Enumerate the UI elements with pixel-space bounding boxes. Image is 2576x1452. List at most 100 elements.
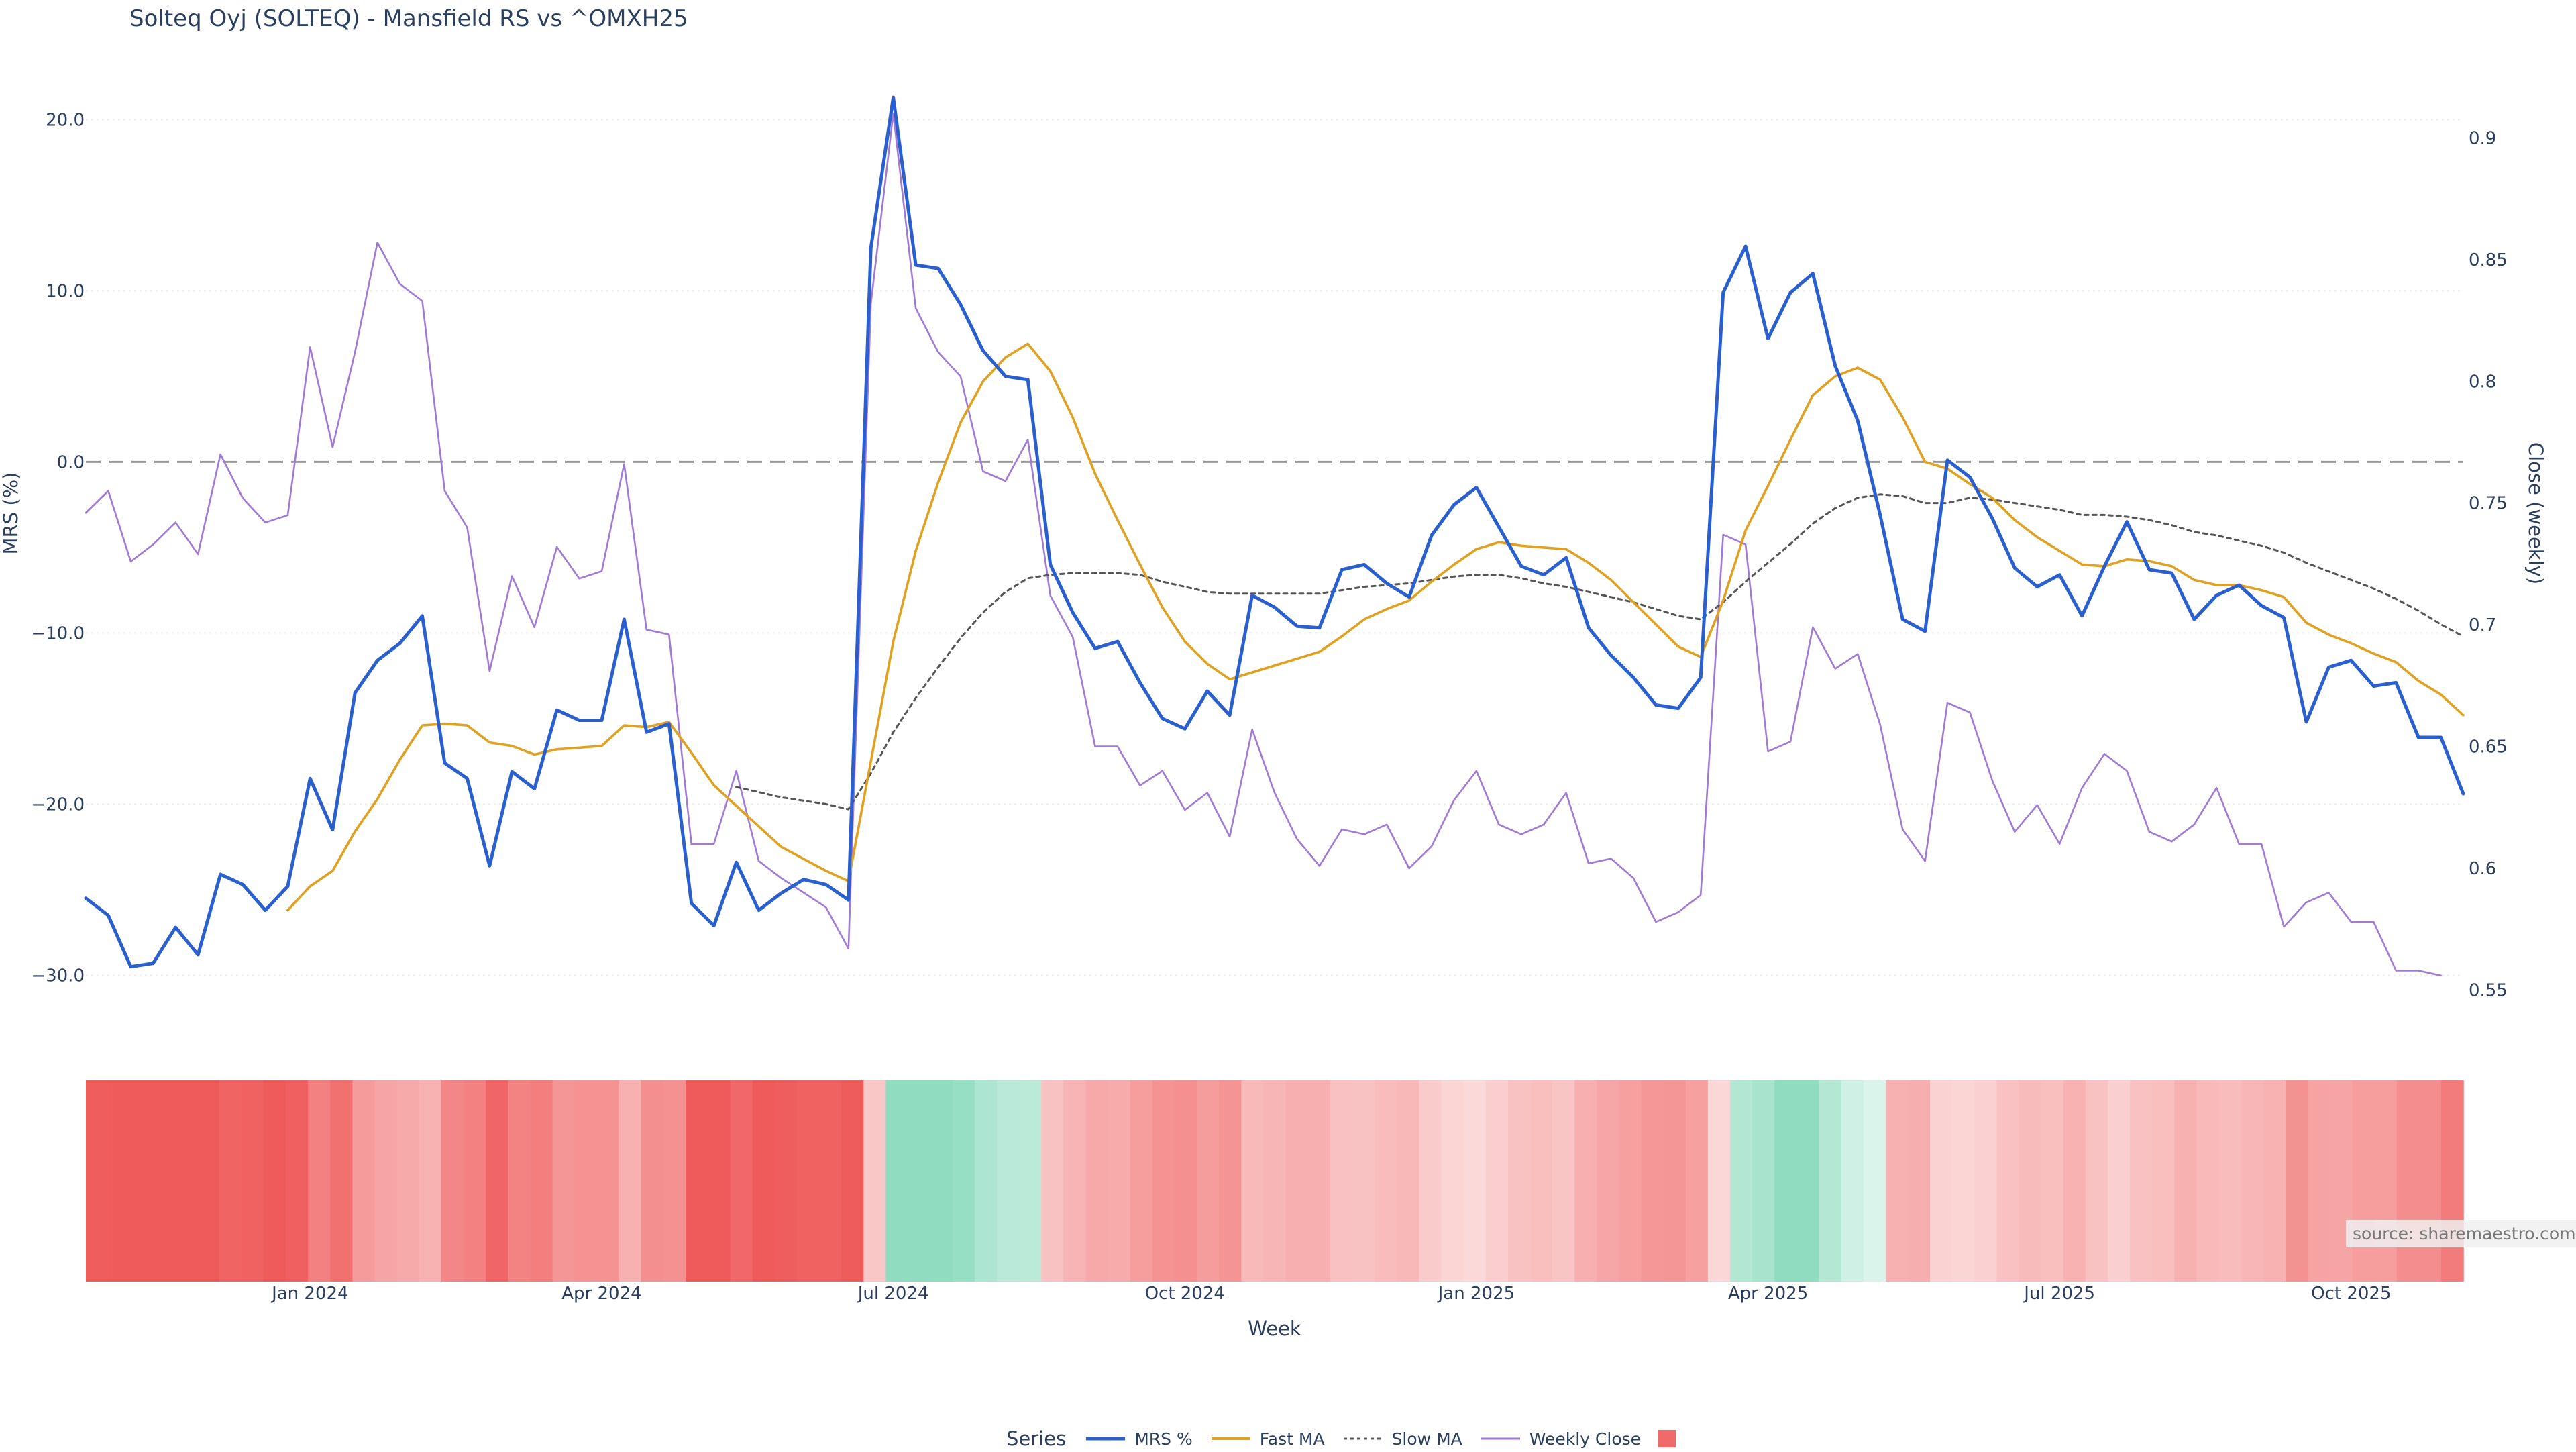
mrs-heatmap-strip [86, 1080, 2464, 1282]
legend-label-weekly-close: Weekly Close [1529, 1429, 1642, 1449]
heatmap-cell [1841, 1080, 1864, 1282]
heatmap-cell [1441, 1080, 1464, 1282]
legend-label-fast-ma: Fast MA [1259, 1429, 1325, 1449]
heatmap-cell [1197, 1080, 1220, 1282]
x-tick: Jul 2025 [2023, 1284, 2095, 1304]
legend-title: Series [1006, 1427, 1067, 1450]
heatmap-cell [2396, 1080, 2420, 1282]
heatmap-cell [486, 1080, 509, 1282]
heatmap-cell [2019, 1080, 2042, 1282]
heatmap-cell [1619, 1080, 1642, 1282]
heatmap-cell [1352, 1080, 1375, 1282]
y-tick-right: 0.75 [2469, 494, 2508, 514]
heatmap-cell [2286, 1080, 2308, 1282]
heatmap-cell [464, 1080, 486, 1282]
fast-ma-line [286, 342, 2465, 912]
heatmap-cell [1952, 1080, 1976, 1282]
heatmap-cell [396, 1080, 420, 1282]
heatmap-cell [841, 1080, 865, 1282]
mrs-line [84, 95, 2465, 969]
heatmap-cell [2130, 1080, 2153, 1282]
legend-label-slow-ma: Slow MA [1391, 1429, 1462, 1449]
heatmap-cell [1996, 1080, 2020, 1282]
heatmap-cell [1974, 1080, 1998, 1282]
heatmap-cell [930, 1080, 953, 1282]
heatmap-cell [2085, 1080, 2108, 1282]
x-axis: Jan 2024 Apr 2024 Jul 2024 Oct 2024 Jan 2025… [270, 1284, 2391, 1304]
heatmap-cell [1463, 1080, 1487, 1282]
heatmap-cell [1041, 1080, 1065, 1282]
heatmap-cell [1019, 1080, 1042, 1282]
heatmap-cell [1863, 1080, 1886, 1282]
y-tick-right: 0.65 [2469, 737, 2508, 758]
legend-swatch-fast-ma [1211, 1437, 1250, 1440]
heatmap-cell [130, 1080, 154, 1282]
heatmap-cell [508, 1080, 531, 1282]
y-tick-right: 0.6 [2469, 859, 2496, 879]
heatmap-cell [974, 1080, 998, 1282]
legend-item-fast-ma[interactable]: Fast MA [1210, 1429, 1325, 1449]
heatmap-cell [908, 1080, 931, 1282]
heatmap-cell [2218, 1080, 2242, 1282]
heatmap-cell [197, 1080, 220, 1282]
x-tick: Oct 2024 [1145, 1284, 1225, 1304]
heatmap-cell [819, 1080, 842, 1282]
heatmap-cell [663, 1080, 687, 1282]
legend-item-mrs[interactable]: MRS % [1085, 1429, 1193, 1449]
legend-swatch-mrs [1086, 1437, 1126, 1441]
heatmap-cell [1707, 1080, 1731, 1282]
heatmap-cell [108, 1080, 131, 1282]
heatmap-cell [2352, 1080, 2375, 1282]
heatmap-cell [419, 1080, 442, 1282]
heatmap-cell [730, 1080, 753, 1282]
heatmap-cell [1774, 1080, 1798, 1282]
x-tick: Apr 2025 [1728, 1284, 1808, 1304]
heatmap-cell [1375, 1080, 1397, 1282]
heatmap-cell [286, 1080, 309, 1282]
legend-item-heatmap[interactable] [1658, 1430, 1676, 1447]
legend-swatch-slow-ma [1343, 1437, 1383, 1440]
y-tick-left: 20.0 [46, 110, 85, 130]
heatmap-cell [774, 1080, 798, 1282]
heatmap-cell [1752, 1080, 1776, 1282]
legend-swatch-weekly-close [1481, 1437, 1520, 1440]
heatmap-cell [2108, 1080, 2131, 1282]
heatmap-cell [2308, 1080, 2331, 1282]
y-tick-right: 0.85 [2469, 250, 2508, 270]
heatmap-cell [1819, 1080, 1842, 1282]
heatmap-cell [1397, 1080, 1420, 1282]
heatmap-cell [1130, 1080, 1153, 1282]
heatmap-cell [1285, 1080, 1309, 1282]
heatmap-cell [552, 1080, 576, 1282]
x-tick: Oct 2025 [2311, 1284, 2391, 1304]
heatmap-cell [86, 1080, 109, 1282]
heatmap-cell [152, 1080, 176, 1282]
heatmap-cell [2174, 1080, 2198, 1282]
legend-item-slow-ma[interactable]: Slow MA [1342, 1429, 1462, 1449]
heatmap-cell [1241, 1080, 1265, 1282]
heatmap-cell [263, 1080, 286, 1282]
y-tick-right: 0.7 [2469, 615, 2496, 635]
y-tick-left: −20.0 [31, 794, 85, 815]
heatmap-cell [752, 1080, 775, 1282]
heatmap-cell [686, 1080, 709, 1282]
heatmap-cell [1663, 1080, 1686, 1282]
chart-title: Solteq Oyj (SOLTEQ) - Mansfield RS vs ^O… [129, 5, 688, 32]
x-axis-label: Week [1248, 1317, 1301, 1340]
series-lines [84, 95, 2465, 977]
heatmap-cell [1330, 1080, 1353, 1282]
y-axis-label-left: MRS (%) [0, 472, 22, 555]
heatmap-cell [219, 1080, 242, 1282]
y-tick-right: 0.55 [2469, 981, 2508, 1001]
heatmap-cell [596, 1080, 620, 1282]
right-y-axis: 0.9 0.85 0.8 0.75 0.7 0.65 0.6 0.55 [2469, 128, 2508, 1000]
heatmap-cell [1263, 1080, 1287, 1282]
legend-item-weekly-close[interactable]: Weekly Close [1480, 1429, 1641, 1449]
y-tick-left: −10.0 [31, 623, 85, 643]
y-axis-label-right: Close (weekly) [2524, 442, 2547, 584]
y-tick-left: −30.0 [31, 966, 85, 986]
heatmap-cell [1063, 1080, 1087, 1282]
heatmap-cell [530, 1080, 553, 1282]
heatmap-cell [1907, 1080, 1931, 1282]
x-tick: Apr 2024 [561, 1284, 641, 1304]
